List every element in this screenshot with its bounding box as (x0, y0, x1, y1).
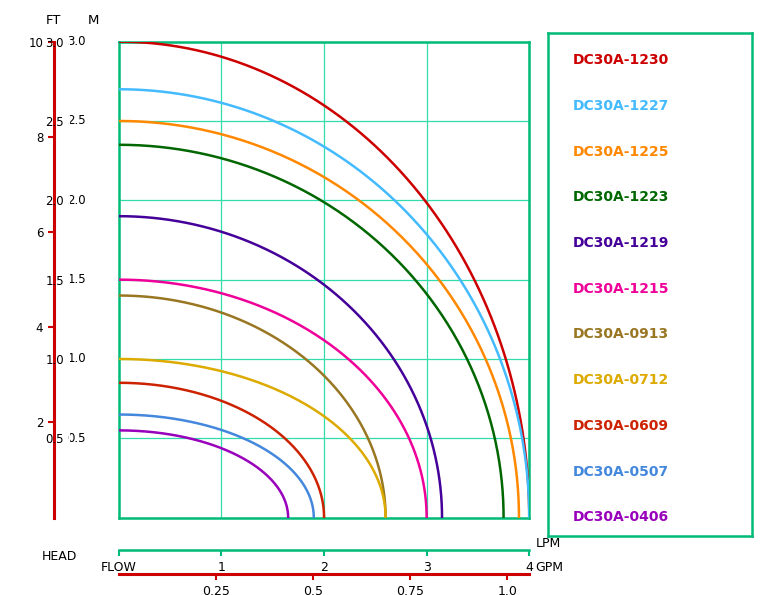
Text: 3.0: 3.0 (67, 35, 86, 48)
Text: DC30A-0609: DC30A-0609 (573, 419, 669, 433)
Text: LPM: LPM (535, 537, 561, 550)
Text: 1.0: 1.0 (67, 352, 86, 365)
Text: M: M (88, 14, 100, 27)
Text: FT: FT (46, 14, 61, 27)
Text: HEAD: HEAD (42, 550, 77, 563)
Text: GPM: GPM (535, 560, 564, 574)
Text: DC30A-1230: DC30A-1230 (573, 53, 669, 67)
Text: 2.0: 2.0 (67, 194, 86, 207)
Text: 0.5: 0.5 (67, 432, 86, 445)
Text: 1.5: 1.5 (67, 273, 86, 286)
Text: DC30A-1215: DC30A-1215 (573, 281, 670, 296)
Text: DC30A-0507: DC30A-0507 (573, 465, 669, 478)
Text: DC30A-0406: DC30A-0406 (573, 511, 669, 524)
Text: DC30A-1219: DC30A-1219 (573, 236, 669, 250)
Text: DC30A-1227: DC30A-1227 (573, 99, 669, 113)
Text: DC30A-0712: DC30A-0712 (573, 373, 669, 387)
Text: 2.5: 2.5 (67, 114, 86, 127)
Text: DC30A-0913: DC30A-0913 (573, 327, 669, 342)
Text: DC30A-1223: DC30A-1223 (573, 190, 669, 204)
Text: DC30A-1225: DC30A-1225 (573, 145, 670, 158)
